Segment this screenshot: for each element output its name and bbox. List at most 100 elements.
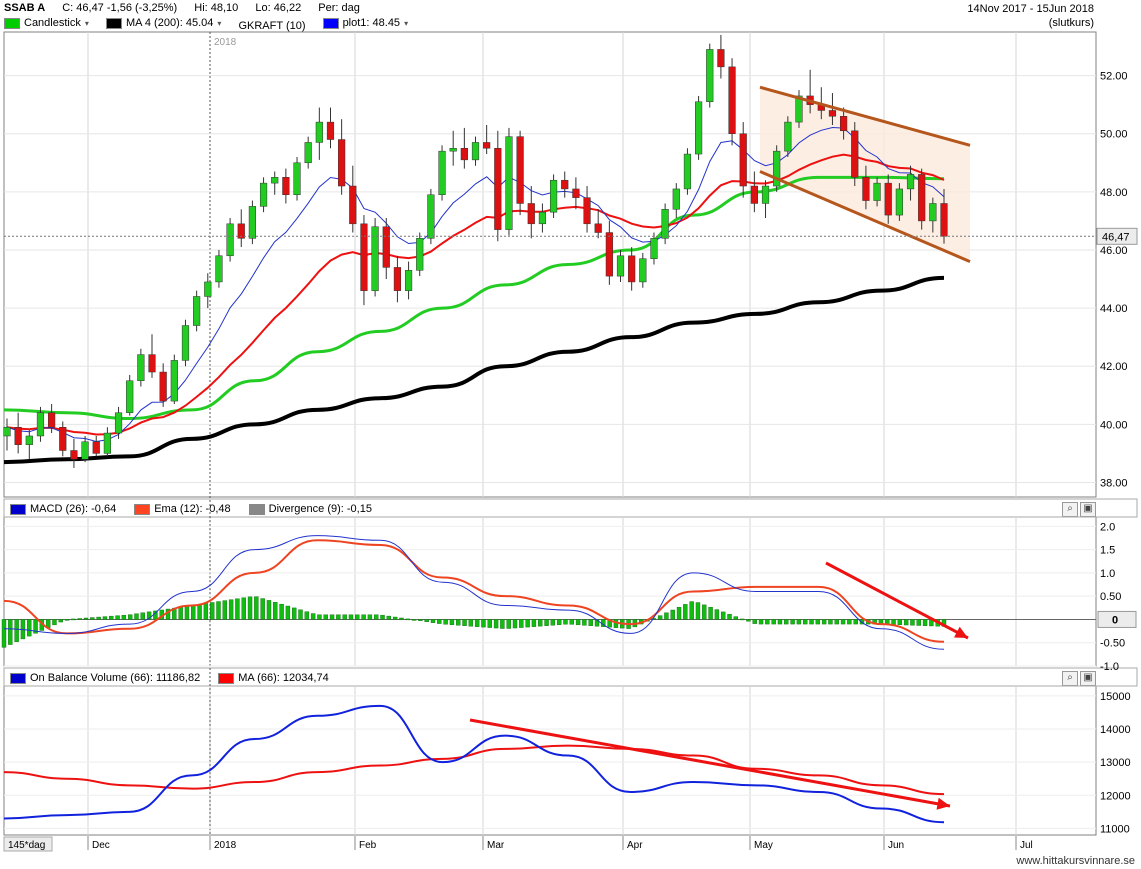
price-y-tick-label: 44.00 — [1100, 303, 1128, 315]
obv-legend: On Balance Volume (66): 11186,82 MA (66)… — [10, 672, 347, 684]
divergence-bar — [910, 619, 915, 626]
candle-body — [471, 142, 480, 161]
divergence-bar — [361, 614, 366, 620]
divergence-bar — [638, 619, 644, 625]
candle-body — [137, 354, 145, 381]
candle-body — [404, 270, 413, 291]
x-axis-label: May — [754, 840, 773, 851]
divergence-bar — [657, 615, 663, 620]
price-y-tick-label: 52.00 — [1100, 71, 1128, 83]
divergence-bar — [121, 614, 127, 620]
candle-body — [572, 188, 580, 198]
legend-obv[interactable]: On Balance Volume (66): 11186,82 — [10, 672, 200, 684]
divergence-bar — [651, 618, 656, 620]
divergence-bar — [853, 619, 858, 625]
divergence-bar — [771, 619, 776, 625]
divergence-bar — [216, 601, 221, 620]
divergence-bar — [367, 614, 373, 620]
divergence-bar — [493, 619, 499, 629]
period-value: Per: dag — [318, 2, 360, 14]
divergence-bar — [172, 607, 177, 620]
divergence-bar — [52, 619, 57, 626]
divergence-bar — [127, 614, 133, 620]
divergence-bar — [165, 608, 171, 620]
obv-y-tick-label: 14000 — [1100, 724, 1131, 736]
chart-header: SSAB A C: 46,47 -1,56 (-3,25%) Hi: 48,10… — [0, 0, 1098, 32]
divergence-bar — [159, 609, 164, 620]
x-axis-label: 2018 — [214, 840, 237, 851]
candle-body — [36, 412, 45, 437]
divergence-bar — [405, 618, 410, 621]
candle-body — [92, 441, 100, 454]
legend-ma[interactable]: MA 4 (200): 45.04 ▾ — [105, 17, 221, 29]
candle-body — [817, 104, 825, 111]
obv-settings-button[interactable]: ▣ — [1080, 671, 1096, 686]
legend-obv-ma[interactable]: MA (66): 12034,74 — [218, 672, 329, 684]
divergence-bar — [424, 619, 429, 622]
candle-body — [549, 179, 558, 213]
last-price-label: 46,47 — [1102, 231, 1130, 243]
divergence-bar — [790, 619, 795, 625]
divergence-bar — [310, 613, 316, 620]
candle-body — [728, 66, 736, 134]
macd-line — [3, 535, 945, 650]
divergence-bar — [689, 601, 694, 620]
candle-body — [784, 121, 792, 152]
divergence-bar — [544, 619, 549, 626]
obv-y-tick-label: 13000 — [1100, 757, 1131, 769]
macd-settings-button[interactable]: ▣ — [1080, 502, 1096, 517]
candle-body — [449, 148, 457, 152]
legend-gkraft[interactable]: GKRAFT (10) — [238, 20, 305, 32]
divergence-bar — [336, 614, 341, 620]
legend-divergence[interactable]: Divergence (9): -0,15 — [248, 503, 372, 515]
x-axis-label: Jul — [1020, 840, 1033, 851]
divergence-bar — [134, 613, 139, 620]
divergence-bar — [279, 603, 284, 620]
divergence-bar — [840, 619, 846, 625]
price-y-tick-label: 50.00 — [1100, 129, 1128, 141]
legend-label: MA 4 (200): 45.04 — [125, 17, 214, 29]
x-axis-label: Jun — [888, 840, 904, 851]
divergence-bar — [739, 618, 745, 621]
divergence-bar — [834, 619, 839, 625]
candle-body — [739, 133, 747, 187]
candle-body — [427, 194, 435, 239]
divergence-bar — [872, 619, 877, 625]
candle-body — [628, 255, 636, 283]
legend-macd[interactable]: MACD (26): -0,64 — [10, 503, 116, 515]
divergence-bar — [456, 619, 461, 626]
divergence-bar — [620, 619, 625, 629]
chevron-down-icon: ▾ — [404, 18, 409, 28]
divergence-bar — [355, 614, 360, 620]
candle-body — [126, 380, 134, 413]
channel-upper-line — [759, 85, 971, 147]
divergence-bar — [683, 604, 688, 620]
divergence-bar — [197, 604, 202, 620]
divergence-bar — [575, 619, 581, 626]
divergence-bar — [720, 611, 726, 620]
legend-ema[interactable]: Ema (12): -0,48 — [134, 503, 231, 515]
channel-lower-line — [759, 170, 971, 263]
legend-swatch — [105, 17, 122, 29]
divergence-bar — [582, 619, 587, 626]
legend-plot1[interactable]: plot1: 48.45 ▾ — [322, 17, 409, 29]
candle-body — [170, 360, 178, 402]
candle-body — [181, 325, 190, 361]
divergence-bar — [209, 602, 215, 620]
obv-zoom-button[interactable]: ⌕ — [1062, 671, 1078, 686]
legend-candlestick[interactable]: Candlestick ▾ — [4, 17, 89, 29]
divergence-bar — [828, 619, 833, 625]
divergence-bar — [374, 614, 379, 620]
candle-body — [594, 223, 602, 233]
candle-body — [906, 174, 915, 190]
candle-body — [360, 223, 368, 291]
candle-body — [338, 139, 346, 187]
candle-body — [761, 185, 770, 204]
divergence-bar — [273, 602, 278, 620]
date-range-text: 14Nov 2017 - 15Jun 2018 — [967, 3, 1094, 15]
quote-line: SSAB A C: 46,47 -1,56 (-3,25%) Hi: 48,10… — [4, 2, 360, 14]
divergence-bar — [83, 617, 89, 620]
divergence-bar — [588, 619, 593, 626]
macd-zoom-button[interactable]: ⌕ — [1062, 502, 1078, 517]
divergence-bar — [348, 614, 354, 620]
